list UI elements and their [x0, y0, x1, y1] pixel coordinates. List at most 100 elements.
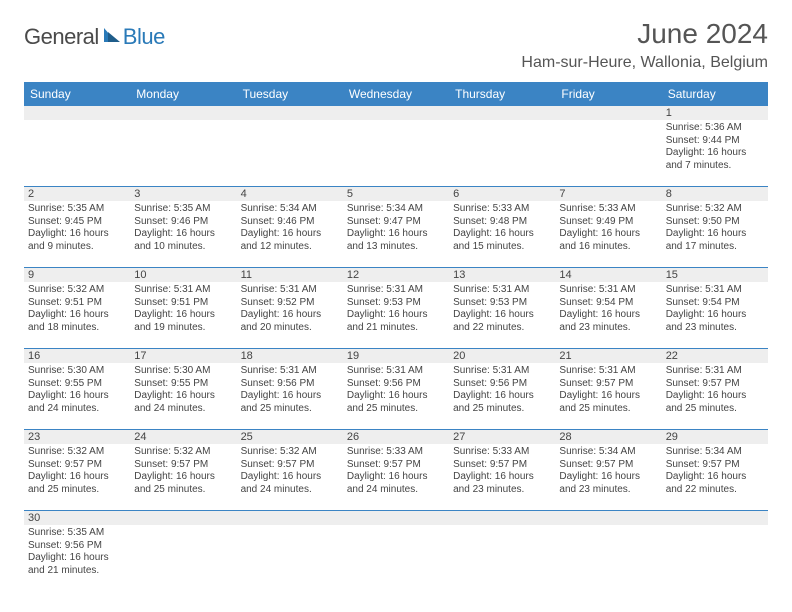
day-cell-empty [130, 525, 236, 591]
day-number [237, 511, 343, 525]
day-cell: Sunrise: 5:34 AMSunset: 9:46 PMDaylight:… [237, 201, 343, 267]
day-sunrise: Sunrise: 5:33 AM [347, 446, 445, 459]
day-sunset: Sunset: 9:45 PM [28, 216, 126, 229]
day-sunset: Sunset: 9:57 PM [559, 378, 657, 391]
day-sunrise: Sunrise: 5:30 AM [134, 365, 232, 378]
title-block: June 2024 Ham-sur-Heure, Wallonia, Belgi… [521, 18, 768, 72]
day-number: 16 [24, 349, 130, 363]
day-cell-empty [662, 525, 768, 591]
day-cell: Sunrise: 5:34 AMSunset: 9:57 PMDaylight:… [555, 444, 661, 510]
day-daylight1: Daylight: 16 hours [453, 390, 551, 403]
week-row: Sunrise: 5:32 AMSunset: 9:51 PMDaylight:… [24, 282, 768, 349]
day-daylight1: Daylight: 16 hours [666, 228, 764, 241]
day-sunset: Sunset: 9:55 PM [134, 378, 232, 391]
day-daylight1: Daylight: 16 hours [559, 390, 657, 403]
day-daylight2: and 16 minutes. [559, 241, 657, 254]
day-cell: Sunrise: 5:36 AMSunset: 9:44 PMDaylight:… [662, 120, 768, 186]
day-daylight1: Daylight: 16 hours [134, 309, 232, 322]
day-sunrise: Sunrise: 5:31 AM [347, 365, 445, 378]
day-cell-empty [555, 525, 661, 591]
day-number [662, 511, 768, 525]
day-daylight1: Daylight: 16 hours [241, 228, 339, 241]
day-cell: Sunrise: 5:35 AMSunset: 9:56 PMDaylight:… [24, 525, 130, 591]
day-daylight1: Daylight: 16 hours [134, 471, 232, 484]
day-sunrise: Sunrise: 5:33 AM [453, 203, 551, 216]
day-number: 7 [555, 187, 661, 201]
week-row: Sunrise: 5:35 AMSunset: 9:45 PMDaylight:… [24, 201, 768, 268]
day-sunset: Sunset: 9:56 PM [28, 540, 126, 553]
day-daylight2: and 12 minutes. [241, 241, 339, 254]
day-sunset: Sunset: 9:57 PM [453, 459, 551, 472]
header-row: General Blue June 2024 Ham-sur-Heure, Wa… [24, 18, 768, 72]
day-daylight1: Daylight: 16 hours [559, 309, 657, 322]
day-cell: Sunrise: 5:32 AMSunset: 9:57 PMDaylight:… [130, 444, 236, 510]
day-sunrise: Sunrise: 5:31 AM [666, 284, 764, 297]
day-daylight1: Daylight: 16 hours [347, 471, 445, 484]
day-sunrise: Sunrise: 5:35 AM [28, 203, 126, 216]
day-cell-empty [449, 120, 555, 186]
day-sunrise: Sunrise: 5:32 AM [28, 446, 126, 459]
weekday-header: Tuesday [237, 82, 343, 106]
day-daylight2: and 15 minutes. [453, 241, 551, 254]
day-cell-empty [237, 120, 343, 186]
logo-sail-icon [102, 26, 122, 49]
day-cell: Sunrise: 5:32 AMSunset: 9:57 PMDaylight:… [24, 444, 130, 510]
day-number [449, 106, 555, 120]
day-cell: Sunrise: 5:35 AMSunset: 9:45 PMDaylight:… [24, 201, 130, 267]
weekday-header: Sunday [24, 82, 130, 106]
day-number: 17 [130, 349, 236, 363]
day-cell: Sunrise: 5:34 AMSunset: 9:47 PMDaylight:… [343, 201, 449, 267]
day-cell: Sunrise: 5:31 AMSunset: 9:52 PMDaylight:… [237, 282, 343, 348]
day-number: 8 [662, 187, 768, 201]
day-sunrise: Sunrise: 5:31 AM [559, 284, 657, 297]
day-number-row: 16171819202122 [24, 349, 768, 363]
weekday-header: Saturday [662, 82, 768, 106]
day-number: 27 [449, 430, 555, 444]
day-daylight2: and 25 minutes. [28, 484, 126, 497]
day-daylight1: Daylight: 16 hours [347, 228, 445, 241]
day-number-row: 30 [24, 511, 768, 525]
day-number: 3 [130, 187, 236, 201]
day-number-row: 23242526272829 [24, 430, 768, 444]
day-cell: Sunrise: 5:33 AMSunset: 9:49 PMDaylight:… [555, 201, 661, 267]
logo-text-general: General [24, 24, 99, 50]
day-cell-empty [343, 120, 449, 186]
day-number: 19 [343, 349, 449, 363]
day-sunrise: Sunrise: 5:31 AM [347, 284, 445, 297]
location-text: Ham-sur-Heure, Wallonia, Belgium [521, 54, 768, 72]
day-daylight2: and 13 minutes. [347, 241, 445, 254]
day-number: 29 [662, 430, 768, 444]
day-number [130, 511, 236, 525]
day-daylight1: Daylight: 16 hours [28, 228, 126, 241]
day-daylight2: and 23 minutes. [559, 322, 657, 335]
day-cell: Sunrise: 5:31 AMSunset: 9:57 PMDaylight:… [555, 363, 661, 429]
day-sunset: Sunset: 9:53 PM [347, 297, 445, 310]
day-sunset: Sunset: 9:54 PM [666, 297, 764, 310]
day-sunset: Sunset: 9:57 PM [134, 459, 232, 472]
day-number: 22 [662, 349, 768, 363]
day-number: 10 [130, 268, 236, 282]
logo: General Blue [24, 24, 165, 50]
day-sunrise: Sunrise: 5:31 AM [666, 365, 764, 378]
day-sunset: Sunset: 9:57 PM [559, 459, 657, 472]
day-number [555, 511, 661, 525]
day-daylight2: and 19 minutes. [134, 322, 232, 335]
day-sunrise: Sunrise: 5:31 AM [241, 365, 339, 378]
day-daylight1: Daylight: 16 hours [347, 390, 445, 403]
day-sunset: Sunset: 9:46 PM [241, 216, 339, 229]
day-cell-empty [130, 120, 236, 186]
day-cell: Sunrise: 5:30 AMSunset: 9:55 PMDaylight:… [130, 363, 236, 429]
day-daylight2: and 22 minutes. [453, 322, 551, 335]
day-sunset: Sunset: 9:50 PM [666, 216, 764, 229]
day-daylight1: Daylight: 16 hours [134, 390, 232, 403]
day-sunset: Sunset: 9:56 PM [241, 378, 339, 391]
day-daylight2: and 25 minutes. [134, 484, 232, 497]
day-sunset: Sunset: 9:54 PM [559, 297, 657, 310]
day-number: 15 [662, 268, 768, 282]
day-sunrise: Sunrise: 5:31 AM [453, 284, 551, 297]
week-row: Sunrise: 5:35 AMSunset: 9:56 PMDaylight:… [24, 525, 768, 591]
day-daylight2: and 24 minutes. [241, 484, 339, 497]
day-sunset: Sunset: 9:44 PM [666, 135, 764, 148]
day-sunrise: Sunrise: 5:31 AM [559, 365, 657, 378]
day-sunset: Sunset: 9:55 PM [28, 378, 126, 391]
